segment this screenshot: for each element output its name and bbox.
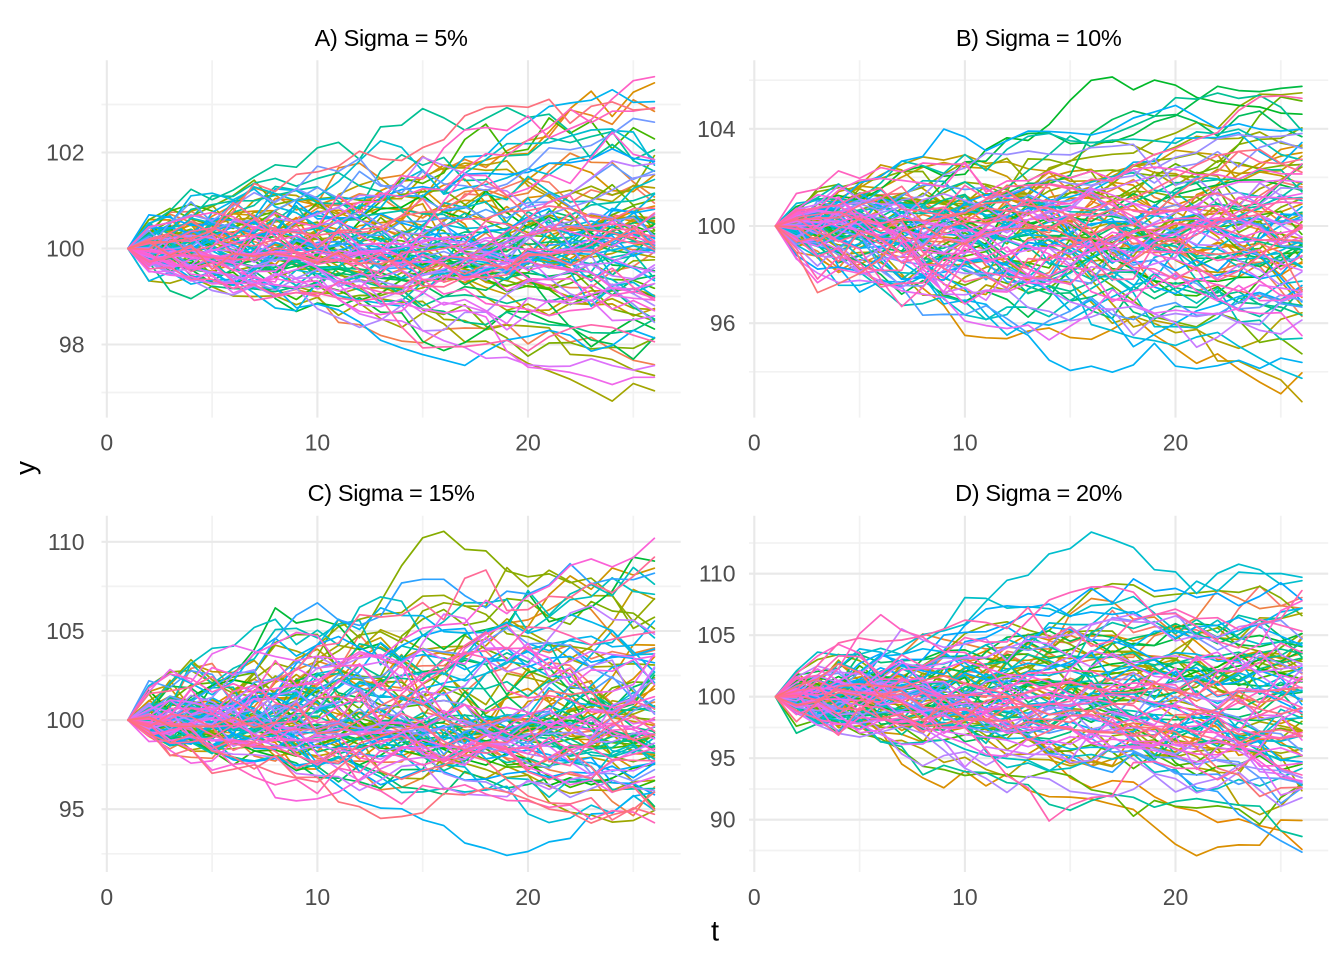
svg-text:95: 95: [710, 745, 736, 771]
svg-text:0: 0: [748, 430, 761, 456]
svg-text:20: 20: [1163, 884, 1189, 910]
svg-text:0: 0: [748, 884, 761, 910]
svg-text:20: 20: [515, 430, 541, 456]
svg-text:110: 110: [48, 529, 85, 555]
svg-text:20: 20: [1163, 430, 1189, 456]
svg-text:105: 105: [46, 618, 84, 644]
svg-text:104: 104: [697, 116, 736, 142]
svg-text:10: 10: [952, 884, 978, 910]
svg-text:90: 90: [710, 807, 736, 833]
svg-text:0: 0: [100, 884, 113, 910]
svg-text:100: 100: [46, 236, 84, 262]
svg-text:t: t: [711, 916, 719, 948]
svg-text:100: 100: [697, 213, 735, 239]
svg-text:10: 10: [952, 430, 978, 456]
svg-text:y: y: [10, 461, 41, 475]
svg-text:105: 105: [697, 622, 735, 648]
svg-text:B) Sigma = 10%: B) Sigma = 10%: [956, 25, 1122, 51]
svg-text:110: 110: [699, 561, 736, 587]
svg-text:C) Sigma = 15%: C) Sigma = 15%: [308, 480, 475, 506]
svg-text:98: 98: [59, 332, 85, 358]
svg-text:96: 96: [710, 310, 736, 336]
svg-text:10: 10: [305, 884, 331, 910]
svg-text:95: 95: [59, 796, 85, 822]
svg-text:100: 100: [46, 707, 84, 733]
svg-text:100: 100: [697, 684, 735, 710]
svg-text:10: 10: [305, 430, 331, 456]
svg-text:0: 0: [100, 430, 113, 456]
svg-text:D) Sigma = 20%: D) Sigma = 20%: [955, 480, 1122, 506]
svg-text:20: 20: [515, 884, 541, 910]
svg-text:102: 102: [46, 140, 84, 166]
svg-text:A) Sigma = 5%: A) Sigma = 5%: [315, 25, 468, 51]
